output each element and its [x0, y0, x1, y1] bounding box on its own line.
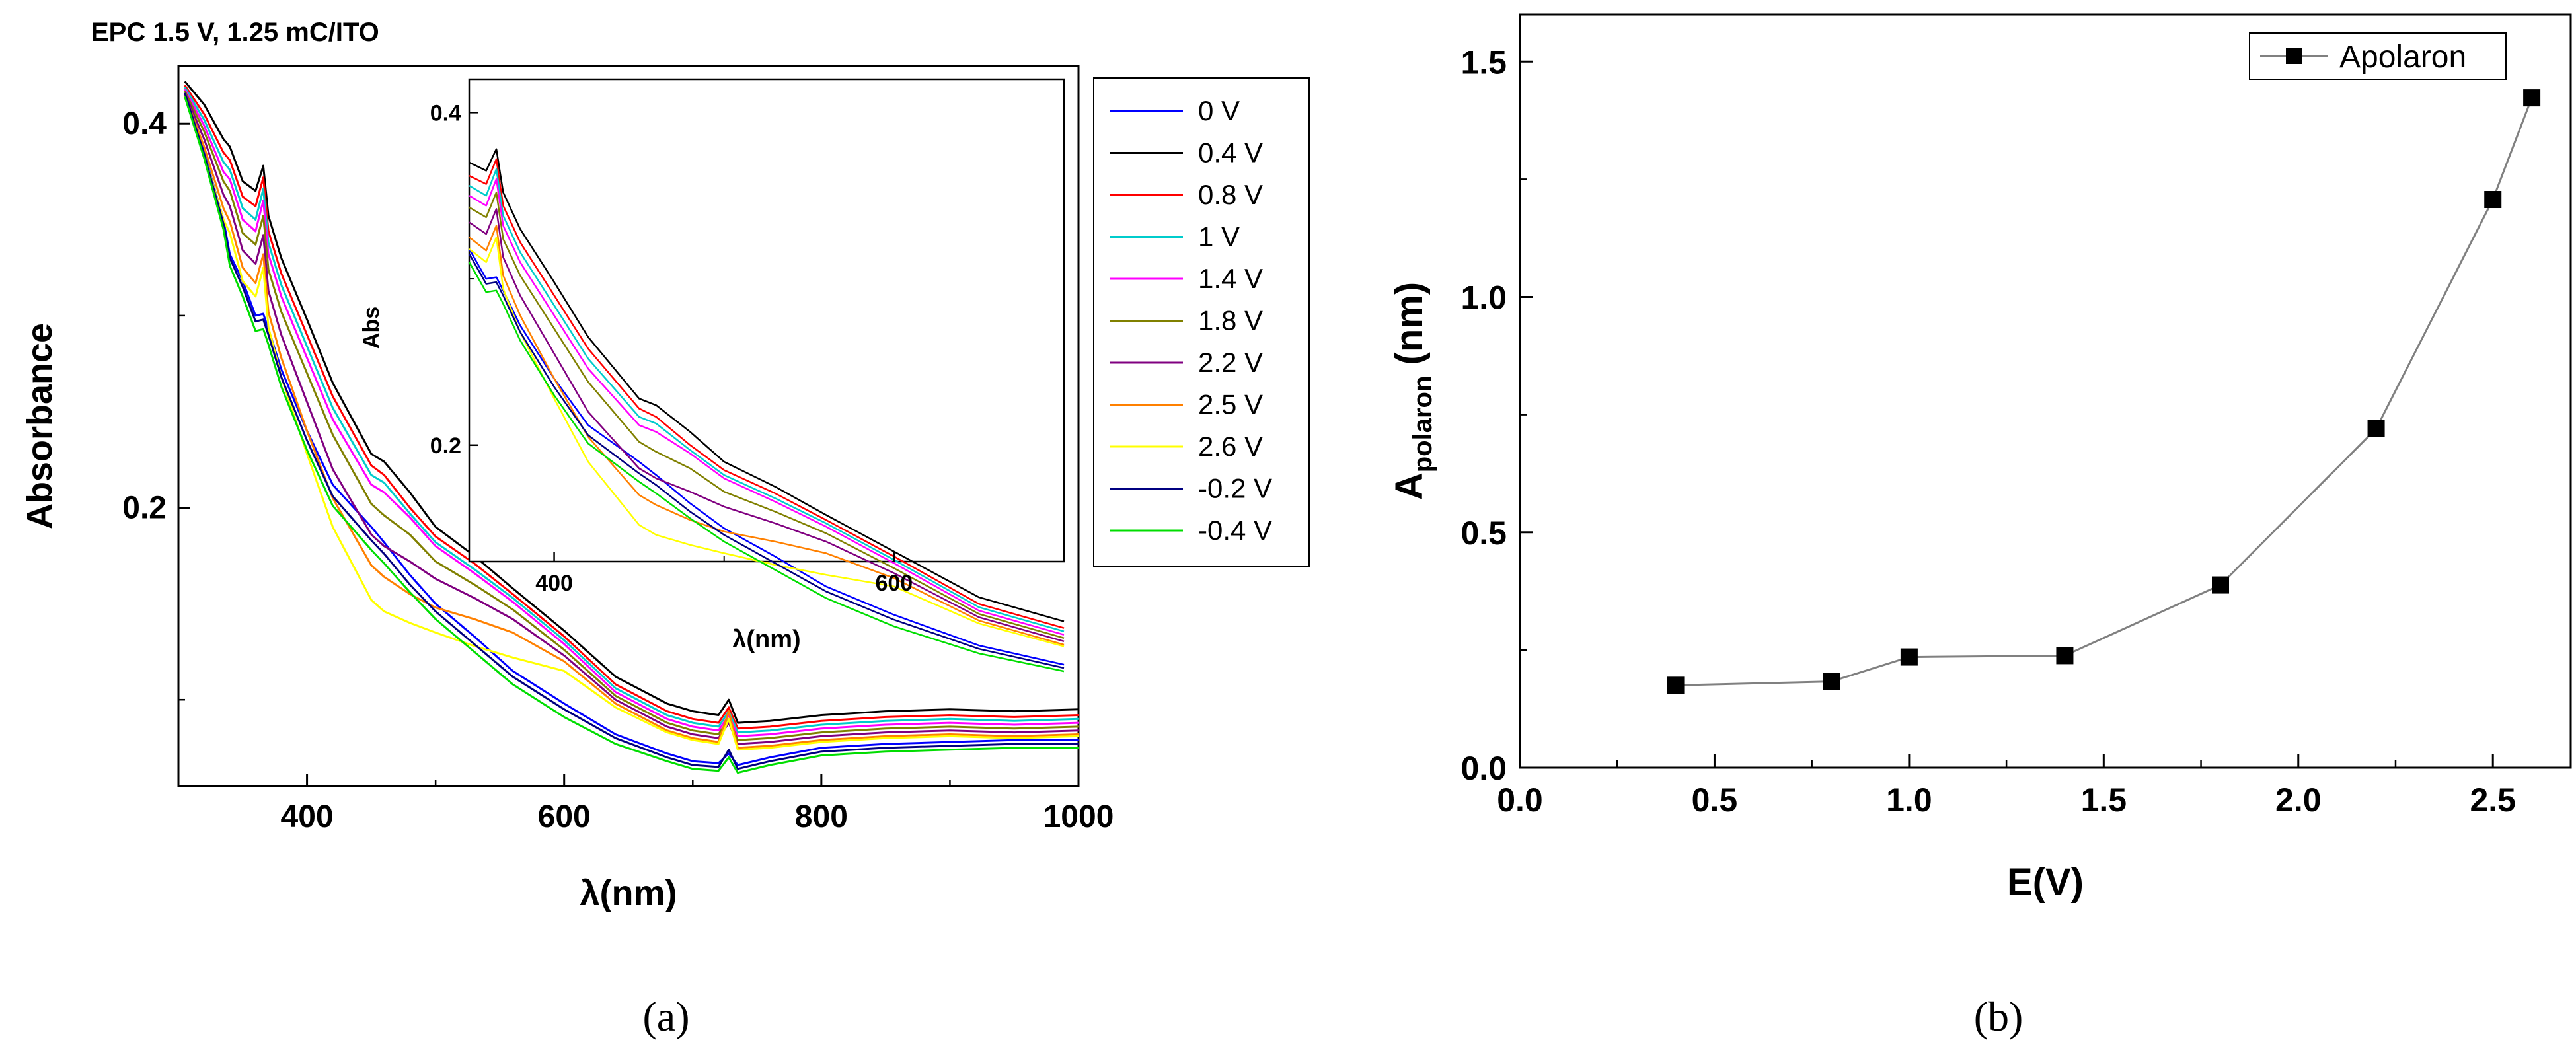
panel-b-point-3	[2056, 647, 2074, 665]
panel-a-series-lines	[184, 81, 1079, 774]
panel-a-inset-series-line-8	[469, 236, 1065, 647]
panel-b-ylabel-sub: polaron	[1408, 376, 1437, 473]
panel-a-legend-label-0: 0 V	[1198, 95, 1240, 126]
panel-a-inset: 400 600 0.2 0.4 Abs λ(nm)	[359, 78, 1065, 673]
panel-a-legend-label-10: -0.4 V	[1198, 515, 1272, 546]
panel-a-inset-series-line-3	[469, 168, 1065, 632]
panel-b-ytick-label-0: 0.0	[1460, 750, 1507, 787]
panel-b-xtick-label-4: 2.0	[2275, 782, 2322, 819]
panel-b-ytick-label-1: 0.5	[1460, 515, 1507, 552]
panel-a-legend-label-3: 1 V	[1198, 221, 1240, 252]
panel-b-xtick-label-2: 1.0	[1886, 782, 1932, 819]
panel-b-ytick-label-3: 1.5	[1460, 44, 1507, 81]
panel-a-legend-label-6: 2.2 V	[1198, 347, 1263, 378]
panel-a-xtick-label-1: 600	[538, 799, 591, 834]
panel-a-series-line-2	[184, 85, 1079, 730]
panel-a-series-line-3	[184, 87, 1079, 734]
panel-a-inset-xlabel: λ(nm)	[732, 626, 800, 653]
panel-b-point-1	[1823, 673, 1840, 690]
panel-a-inset-series-lines	[468, 148, 1065, 673]
panel-a: EPC 1.5 V, 1.25 mC/ITO 400 600 800 1000 0.2 0…	[20, 18, 1310, 1040]
panel-b-ylabel-main: A	[1388, 472, 1431, 500]
panel-b-xtick-label-1: 0.5	[1692, 782, 1738, 819]
panel-a-xtick-label-2: 800	[795, 799, 848, 834]
panel-a-series-line-10	[184, 96, 1079, 774]
panel-a-inset-series-line-10	[468, 262, 1065, 673]
panel-a-legend: 0 V 0.4 V 0.8 V 1 V 1.4 V 1.8 V 2.2 V 2.5 V 2.6 …	[1110, 95, 1272, 546]
panel-a-series-line-0	[184, 94, 1079, 766]
panel-a-legend-label-8: 2.6 V	[1198, 431, 1263, 462]
panel-a-inset-series-line-1	[469, 148, 1065, 622]
panel-a-inset-ytick-label-1: 0.4	[430, 100, 461, 126]
panel-b-xlabel: E(V)	[2007, 861, 2084, 904]
panel-b-series	[1667, 89, 2541, 694]
panel-a-legend-label-4: 1.4 V	[1198, 263, 1263, 294]
panel-a-ylabel: Absorbance	[20, 323, 59, 529]
panel-a-inset-series-line-6	[469, 208, 1065, 643]
panel-a-xtick-label-0: 400	[281, 799, 334, 834]
panel-a-series-line-8	[184, 96, 1079, 751]
panel-b-point-4	[2212, 576, 2229, 594]
panel-b-legend-marker	[2286, 48, 2302, 64]
panel-a-legend-label-1: 0.4 V	[1198, 137, 1263, 168]
panel-a-inset-xtick-label-0: 400	[535, 571, 573, 596]
panel-a-xtick-label-3: 1000	[1043, 799, 1114, 834]
panel-b-ytick-label-2: 1.0	[1460, 279, 1507, 316]
panel-a-series-line-4	[184, 89, 1079, 737]
panel-a-inset-series-line-4	[469, 178, 1065, 636]
panel-a-series-line-1	[184, 81, 1079, 724]
panel-a-ytick-label-1: 0.4	[122, 106, 167, 141]
panel-a-inset-ylabel: Abs	[359, 307, 384, 349]
panel-a-plot-frame	[177, 65, 1080, 787]
panel-a-inset-series-line-2	[469, 158, 1065, 629]
panel-a-axis-ticks: 400 600 800 1000 0.2 0.4	[122, 106, 1114, 834]
panel-b-point-7	[2523, 89, 2541, 107]
panel-b-point-2	[1900, 648, 1918, 666]
panel-a-legend-frame	[1093, 77, 1310, 567]
panel-b-axis-ticks: 0.0 0.5 1.0 1.5 2.0 2.5 0.0 0.5 1.0 1.5	[1460, 44, 2515, 819]
panel-a-inset-series-line-5	[469, 191, 1065, 639]
panel-b-point-0	[1667, 676, 1685, 694]
panel-a-inset-series-line-9	[468, 253, 1065, 669]
panel-a-caption: (a)	[642, 993, 689, 1040]
panel-b-xtick-label-3: 1.5	[2081, 782, 2127, 819]
panel-a-title: EPC 1.5 V, 1.25 mC/ITO	[91, 18, 379, 47]
panel-a-legend-label-5: 1.8 V	[1198, 305, 1263, 336]
panel-a-inset-frame	[468, 78, 1065, 563]
panel-a-inset-ytick-label-0: 0.2	[430, 433, 461, 458]
panel-b-xtick-label-5: 2.5	[2470, 782, 2516, 819]
panel-a-legend-label-7: 2.5 V	[1198, 389, 1263, 420]
panel-b-caption: (b)	[1974, 993, 2024, 1040]
panel-a-legend-label-2: 0.8 V	[1198, 179, 1263, 210]
panel-a-legend-label-9: -0.2 V	[1198, 473, 1272, 504]
panel-b-point-6	[2484, 191, 2502, 209]
panel-b-point-5	[2367, 420, 2385, 437]
panel-a-xlabel: λ(nm)	[580, 873, 677, 913]
panel-a-series-line-6	[184, 92, 1079, 745]
panel-b-xtick-label-0: 0.0	[1497, 782, 1543, 819]
panel-b: 0.0 0.5 1.0 1.5 2.0 2.5 0.0 0.5 1.0 1.5 Apolaron …	[1388, 13, 2572, 1040]
panel-a-inset-series-line-0	[468, 248, 1065, 666]
panel-a-series-line-5	[184, 91, 1079, 741]
panel-b-legend-label: Apolaron	[2339, 40, 2466, 75]
panel-b-ylabel-unit: (nm)	[1388, 282, 1431, 376]
panel-a-inset-xtick-label-1: 600	[875, 571, 913, 596]
panel-a-inset-axis-ticks: 400 600 0.2 0.4	[430, 100, 913, 596]
panel-a-series-line-7	[184, 94, 1079, 749]
panel-a-series-line-9	[184, 92, 1079, 770]
panel-b-ylabel: Apolaron (nm)	[1388, 282, 1437, 500]
panel-b-plot-frame	[1519, 13, 2572, 769]
panel-a-ytick-label-0: 0.2	[122, 491, 167, 526]
panel-b-series-line-0	[1675, 97, 2533, 686]
panel-a-inset-series-line-7	[469, 225, 1065, 646]
